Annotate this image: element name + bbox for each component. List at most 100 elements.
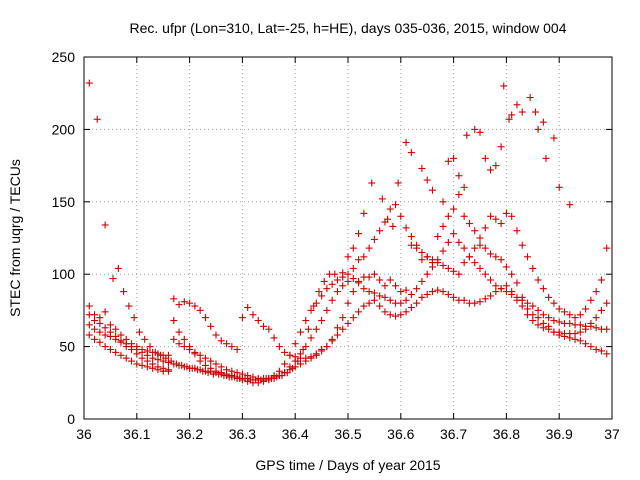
data-point bbox=[170, 317, 178, 325]
data-point bbox=[529, 302, 537, 310]
data-point bbox=[497, 143, 505, 151]
data-point bbox=[386, 296, 394, 304]
data-point bbox=[85, 321, 93, 329]
data-point bbox=[455, 270, 463, 278]
data-point bbox=[117, 351, 125, 359]
x-tick-label: 36.1 bbox=[123, 426, 150, 442]
data-point bbox=[91, 325, 99, 333]
data-point bbox=[492, 253, 500, 261]
data-point bbox=[444, 157, 452, 165]
data-point bbox=[244, 377, 252, 385]
data-point bbox=[407, 304, 415, 312]
data-point bbox=[244, 304, 252, 312]
data-point bbox=[413, 299, 421, 307]
data-point bbox=[592, 288, 600, 296]
data-point bbox=[85, 302, 93, 310]
data-point bbox=[286, 363, 294, 371]
data-point bbox=[381, 293, 389, 301]
data-point bbox=[106, 321, 114, 329]
data-point bbox=[460, 183, 468, 191]
data-point bbox=[402, 138, 410, 146]
data-point bbox=[428, 186, 436, 194]
data-point bbox=[128, 357, 136, 365]
data-point bbox=[201, 314, 209, 322]
data-point bbox=[318, 347, 326, 355]
data-point bbox=[603, 325, 611, 333]
data-point bbox=[333, 331, 341, 339]
data-point bbox=[481, 295, 489, 303]
data-point bbox=[106, 328, 114, 336]
data-point bbox=[260, 322, 268, 330]
data-point bbox=[323, 343, 331, 351]
data-point bbox=[207, 357, 215, 365]
data-point bbox=[159, 357, 167, 365]
data-point bbox=[146, 343, 154, 351]
data-point bbox=[223, 340, 231, 348]
data-point bbox=[120, 288, 128, 296]
data-point bbox=[392, 282, 400, 290]
data-point bbox=[154, 356, 162, 364]
data-point bbox=[555, 305, 563, 313]
data-point bbox=[381, 308, 389, 316]
y-tick-label: 250 bbox=[52, 49, 76, 65]
data-point bbox=[180, 363, 188, 371]
data-point bbox=[471, 125, 479, 133]
data-point bbox=[355, 308, 363, 316]
data-point bbox=[370, 289, 378, 297]
data-point bbox=[545, 314, 553, 322]
data-point bbox=[545, 293, 553, 301]
data-point bbox=[508, 111, 516, 119]
data-point bbox=[191, 364, 199, 372]
data-point bbox=[365, 299, 373, 307]
data-point bbox=[318, 292, 326, 300]
data-point bbox=[402, 224, 410, 232]
data-point bbox=[101, 221, 109, 229]
data-point bbox=[513, 227, 521, 235]
data-point bbox=[597, 276, 605, 284]
data-point bbox=[529, 264, 537, 272]
data-point bbox=[328, 280, 336, 288]
data-point bbox=[368, 179, 376, 187]
data-point bbox=[196, 357, 204, 365]
data-point bbox=[455, 172, 463, 180]
data-point bbox=[571, 314, 579, 322]
x-tick-label: 36.3 bbox=[229, 426, 256, 442]
data-point bbox=[370, 270, 378, 278]
data-point bbox=[85, 79, 93, 87]
data-point bbox=[518, 241, 526, 249]
data-point bbox=[434, 233, 442, 241]
data-point bbox=[339, 282, 347, 290]
data-point bbox=[476, 234, 484, 242]
data-point bbox=[555, 183, 563, 191]
data-point bbox=[407, 149, 415, 157]
data-point bbox=[386, 205, 394, 213]
y-tick-label: 150 bbox=[52, 194, 76, 210]
data-point bbox=[402, 286, 410, 294]
data-point bbox=[603, 350, 611, 358]
data-point bbox=[238, 376, 246, 384]
x-tick-labels: 36 36.1 36.2 36.3 36.4 36.5 36.6 36.7 36.8 36.9 37 bbox=[76, 426, 620, 442]
data-point bbox=[423, 253, 431, 261]
data-point bbox=[497, 256, 505, 264]
data-point bbox=[502, 282, 510, 290]
data-point bbox=[439, 288, 447, 296]
data-point bbox=[344, 277, 352, 285]
data-point bbox=[186, 299, 194, 307]
data-point bbox=[524, 311, 532, 319]
data-point bbox=[164, 351, 172, 359]
data-point bbox=[291, 340, 299, 348]
data-point bbox=[370, 296, 378, 304]
data-point bbox=[344, 299, 352, 307]
data-point bbox=[365, 273, 373, 281]
data-point bbox=[526, 94, 534, 102]
data-point bbox=[196, 366, 204, 374]
data-point bbox=[328, 337, 336, 345]
data-point bbox=[180, 335, 188, 343]
data-point bbox=[592, 324, 600, 332]
data-point bbox=[365, 244, 373, 252]
data-point bbox=[450, 267, 458, 275]
data-point bbox=[360, 302, 368, 310]
data-point bbox=[555, 328, 563, 336]
data-point bbox=[476, 241, 484, 249]
data-point bbox=[270, 374, 278, 382]
